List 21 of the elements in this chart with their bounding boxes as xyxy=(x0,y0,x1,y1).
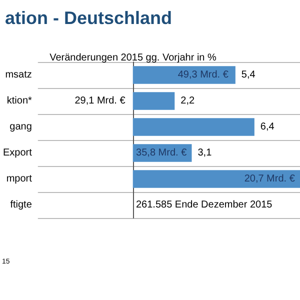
bar xyxy=(132,170,300,188)
data-label: 3,1 xyxy=(198,148,212,158)
chart-title: ation - Deutschland xyxy=(5,8,172,28)
bar xyxy=(132,92,175,110)
y-tick-label: Export xyxy=(2,148,32,158)
y-tick-label: ftigte xyxy=(10,200,32,210)
y-tick-label: ktion* xyxy=(6,96,32,106)
y-tick-label: mport xyxy=(6,174,32,184)
data-label: 6,4 xyxy=(260,122,275,132)
y-tick-label: gang xyxy=(10,122,32,132)
annotation: 49,3 Mrd. € xyxy=(178,70,229,80)
chart-subtitle: Veränderungen 2015 gg. Vorjahr in % xyxy=(50,52,216,64)
annotation: 35,8 Mrd. € xyxy=(136,148,188,158)
bar xyxy=(132,66,236,84)
annotation: 261.585 Ende Dezember 2015 xyxy=(136,200,273,210)
data-label: 2,2 xyxy=(180,96,195,106)
bar xyxy=(132,118,254,136)
annotation: 29,1 Mrd. € xyxy=(74,96,126,106)
data-label: 5,4 xyxy=(241,70,256,80)
annotation: 20,7 Mrd. € xyxy=(244,174,296,184)
y-tick-label: msatz xyxy=(5,70,32,80)
